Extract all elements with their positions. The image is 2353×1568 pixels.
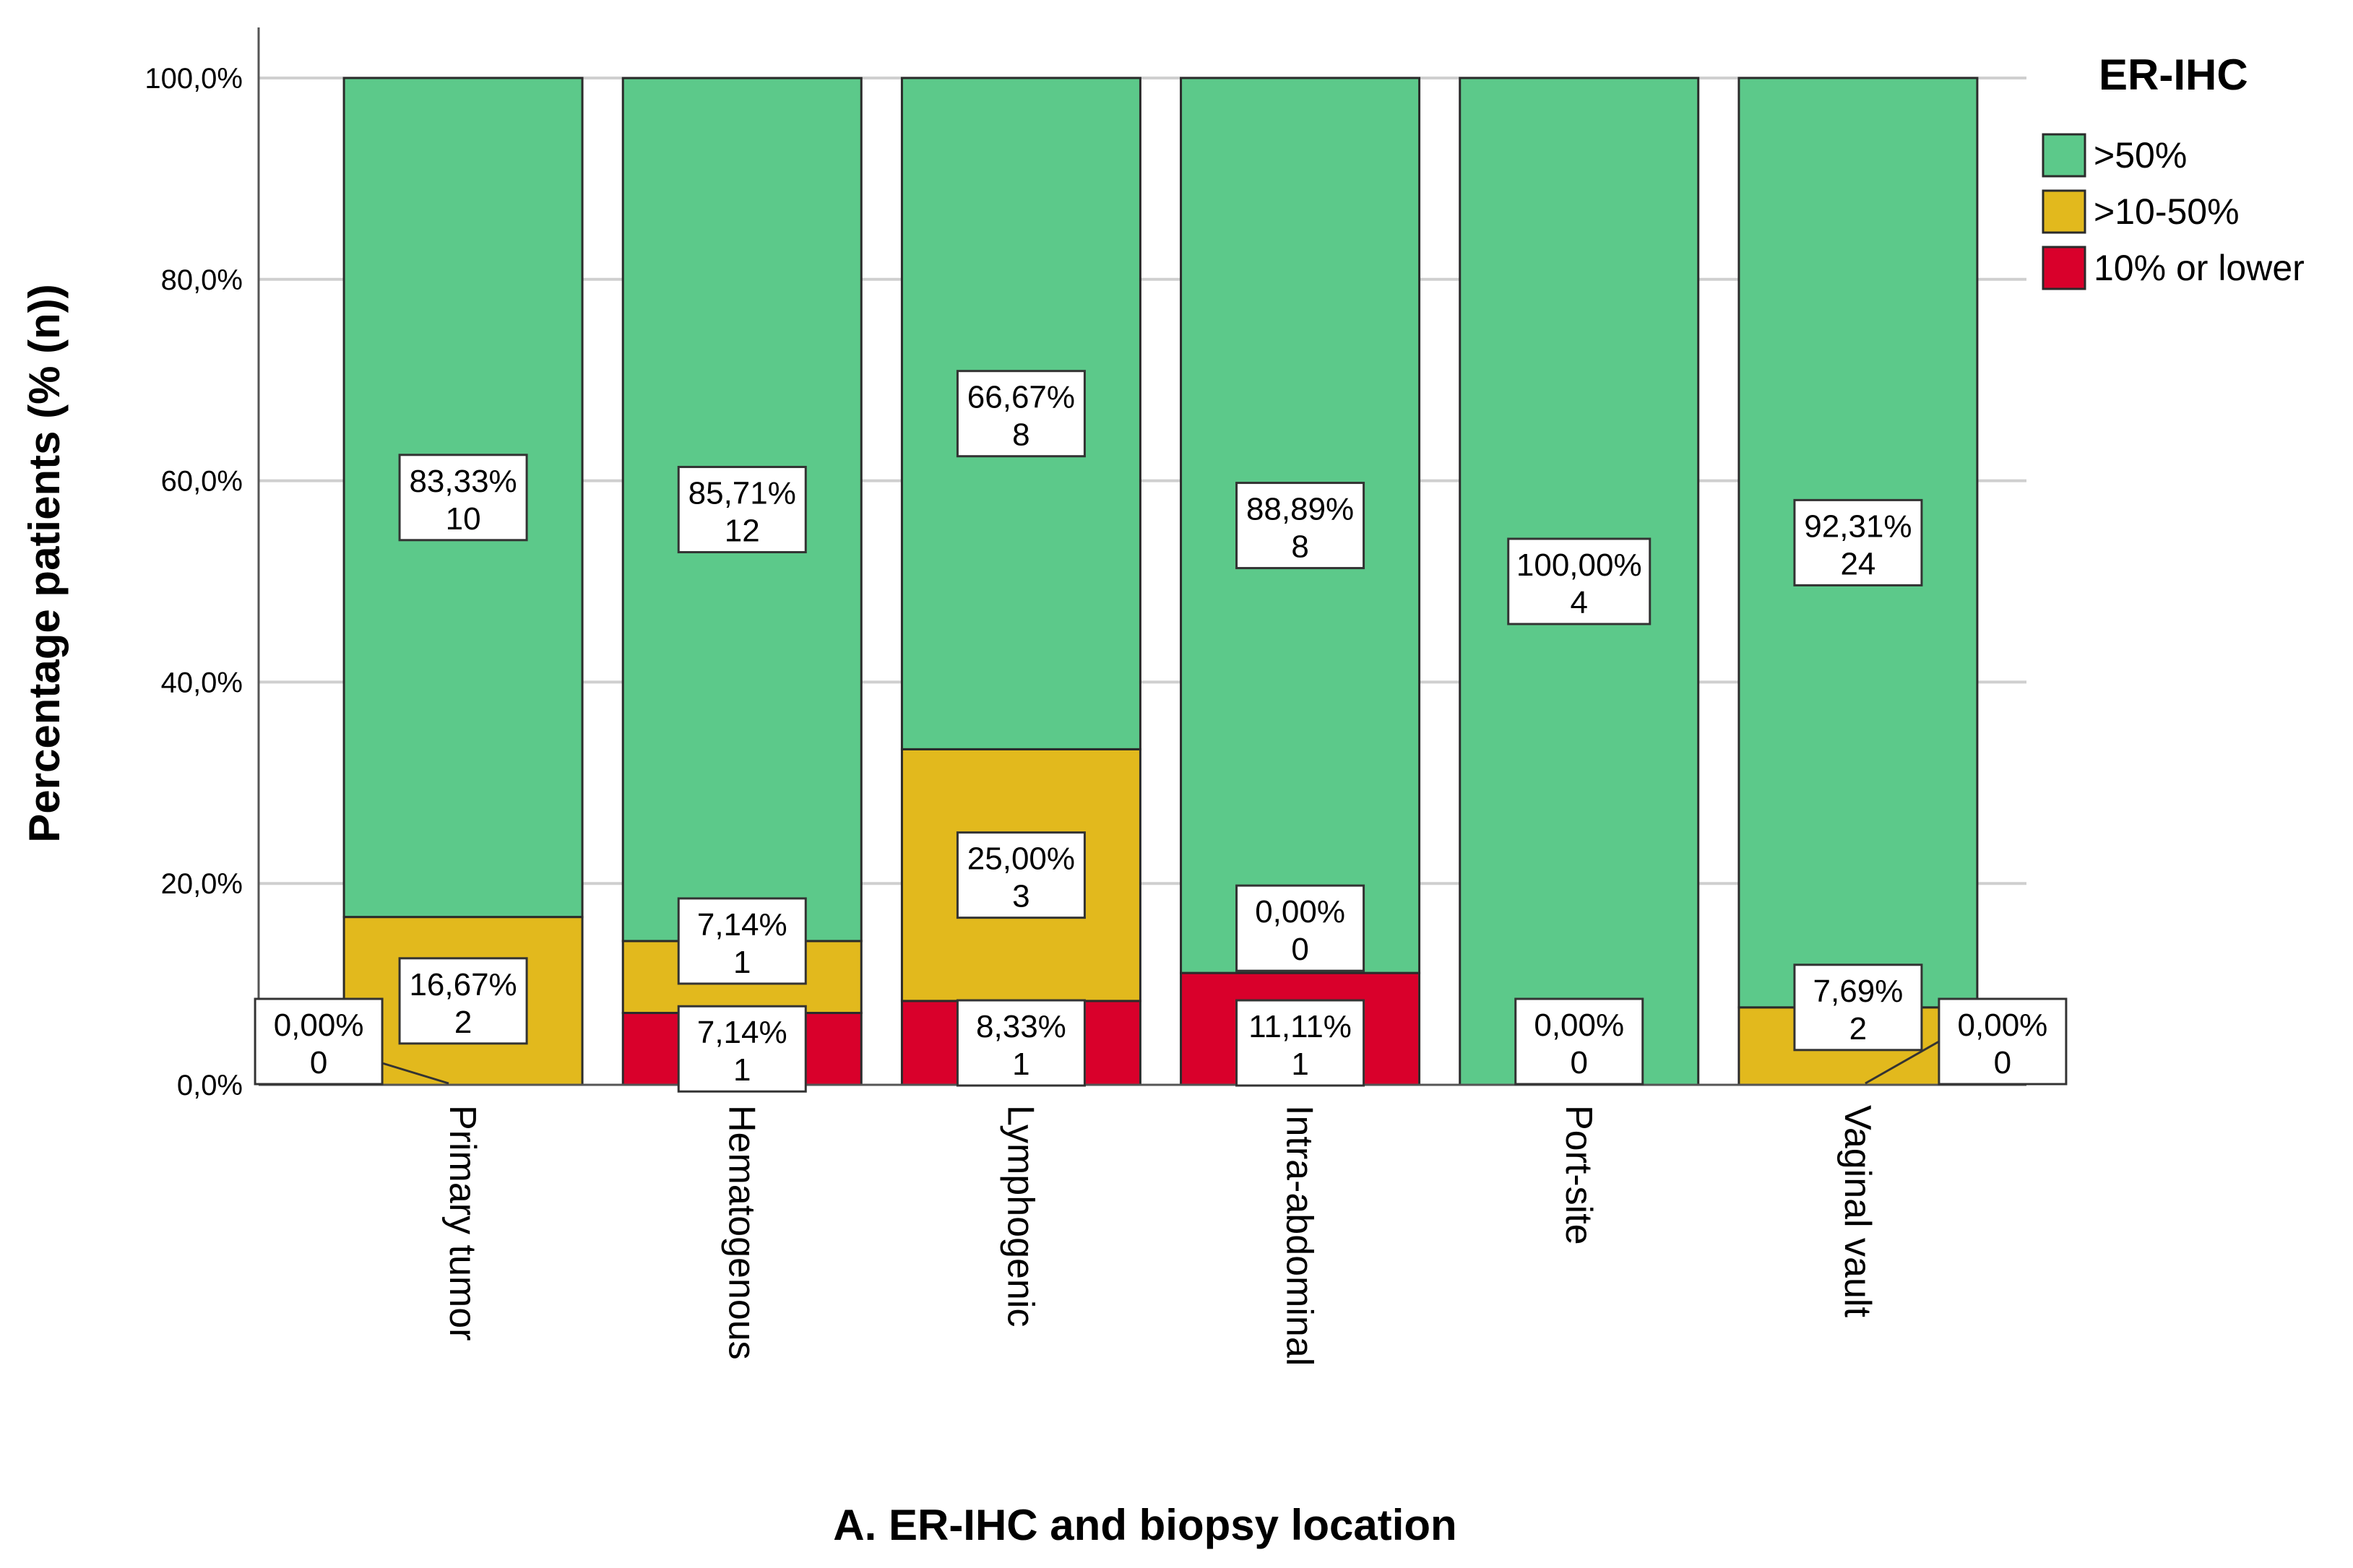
- svg-text:0: 0: [1994, 1045, 2011, 1080]
- svg-text:0: 0: [1291, 932, 1308, 967]
- y-tick-label: 0,0%: [177, 1070, 243, 1101]
- x-tick-label: Port-site: [1558, 1105, 1599, 1245]
- svg-text:85,71%: 85,71%: [688, 476, 796, 511]
- label-leader-line: [1865, 1040, 1940, 1085]
- svg-text:0: 0: [310, 1045, 327, 1080]
- svg-text:25,00%: 25,00%: [967, 841, 1075, 877]
- data-label: 0,00%0: [1938, 997, 2068, 1086]
- svg-text:0,00%: 0,00%: [1958, 1008, 2048, 1043]
- data-label: 0,00%0: [254, 997, 384, 1086]
- data-label: 100,00%4: [1507, 537, 1652, 625]
- svg-text:1: 1: [733, 945, 751, 980]
- data-label: 7,14%1: [677, 1005, 807, 1093]
- svg-text:7,69%: 7,69%: [1813, 974, 1904, 1009]
- y-tick-label: 80,0%: [161, 264, 243, 296]
- bars: [342, 77, 1979, 1086]
- legend-entry: 10% or lower: [2042, 246, 2305, 290]
- legend-label: 10% or lower: [2094, 248, 2305, 288]
- legend-swatch: [2042, 246, 2086, 290]
- y-axis-title: Percentage patients (% (n)): [20, 284, 69, 842]
- svg-text:92,31%: 92,31%: [1804, 508, 1912, 544]
- svg-text:8: 8: [1291, 529, 1308, 565]
- svg-text:2: 2: [1849, 1011, 1867, 1047]
- data-labels: 0,00%016,67%283,33%107,14%17,14%185,71%1…: [254, 370, 2068, 1093]
- svg-text:11,11%: 11,11%: [1248, 1009, 1352, 1044]
- data-label: 11,11%1: [1235, 999, 1365, 1087]
- svg-text:1: 1: [1291, 1047, 1308, 1082]
- data-label: 85,71%12: [677, 466, 807, 554]
- svg-text:1: 1: [1012, 1047, 1029, 1082]
- svg-text:8: 8: [1012, 417, 1029, 453]
- svg-text:83,33%: 83,33%: [409, 464, 517, 499]
- data-label: 0,00%0: [1235, 884, 1365, 972]
- svg-text:7,14%: 7,14%: [697, 907, 787, 943]
- svg-text:10: 10: [446, 501, 481, 537]
- legend-entry: >10-50%: [2042, 189, 2240, 234]
- legend-entry: >50%: [2042, 133, 2187, 178]
- svg-text:3: 3: [1012, 879, 1029, 914]
- svg-text:24: 24: [1840, 546, 1875, 581]
- svg-text:1: 1: [733, 1052, 751, 1088]
- x-tick-label: Lymphogenic: [999, 1105, 1041, 1327]
- axes: 0,0% 20,0% 40,0% 60,0% 80,0% 100,0% Primary tu…: [144, 27, 2026, 1366]
- data-label: 7,14%1: [677, 897, 807, 985]
- svg-text:16,67%: 16,67%: [409, 967, 517, 1002]
- data-label: 0,00%0: [1514, 997, 1644, 1086]
- x-tick-label: Hematogenous: [720, 1105, 762, 1360]
- data-label: 83,33%10: [398, 454, 528, 542]
- svg-text:2: 2: [454, 1005, 472, 1040]
- y-tick-label: 60,0%: [161, 466, 243, 498]
- svg-text:7,14%: 7,14%: [697, 1015, 787, 1050]
- svg-text:12: 12: [725, 514, 760, 549]
- y-tick-label: 100,0%: [144, 63, 243, 95]
- svg-text:0,00%: 0,00%: [1534, 1008, 1624, 1043]
- svg-text:8,33%: 8,33%: [976, 1009, 1066, 1044]
- legend: ER-IHC >50% >10-50% 10% or lower: [2042, 51, 2305, 290]
- svg-text:0,00%: 0,00%: [274, 1008, 364, 1043]
- y-tick-label: 20,0%: [161, 868, 243, 900]
- data-label: 92,31%24: [1793, 498, 1923, 586]
- svg-text:4: 4: [1571, 585, 1588, 620]
- x-tick-label: Primary tumor: [441, 1105, 483, 1340]
- y-tick-label: 40,0%: [161, 667, 243, 698]
- svg-text:66,67%: 66,67%: [967, 380, 1075, 415]
- legend-title: ER-IHC: [2099, 51, 2248, 99]
- svg-text:88,89%: 88,89%: [1246, 492, 1354, 527]
- legend-swatch: [2042, 133, 2086, 178]
- svg-text:100,00%: 100,00%: [1516, 547, 1642, 583]
- data-label: 8,33%1: [956, 999, 1086, 1087]
- label-leader-line: [381, 1062, 449, 1085]
- legend-swatch: [2042, 189, 2086, 234]
- x-tick-label: Vaginal vault: [1836, 1105, 1878, 1317]
- x-tick-label: Intra-abdominal: [1279, 1105, 1321, 1366]
- x-axis-title: A. ER-IHC and biopsy location: [833, 1501, 1456, 1549]
- data-label: 88,89%8: [1235, 482, 1365, 570]
- svg-text:0,00%: 0,00%: [1255, 894, 1345, 930]
- data-label: 7,69%2: [1793, 963, 1923, 1052]
- data-label: 16,67%2: [398, 957, 528, 1045]
- svg-text:0: 0: [1571, 1045, 1588, 1080]
- legend-label: >50%: [2094, 135, 2187, 176]
- legend-label: >10-50%: [2094, 191, 2240, 232]
- data-label: 25,00%3: [956, 831, 1086, 919]
- data-label: 66,67%8: [956, 370, 1086, 458]
